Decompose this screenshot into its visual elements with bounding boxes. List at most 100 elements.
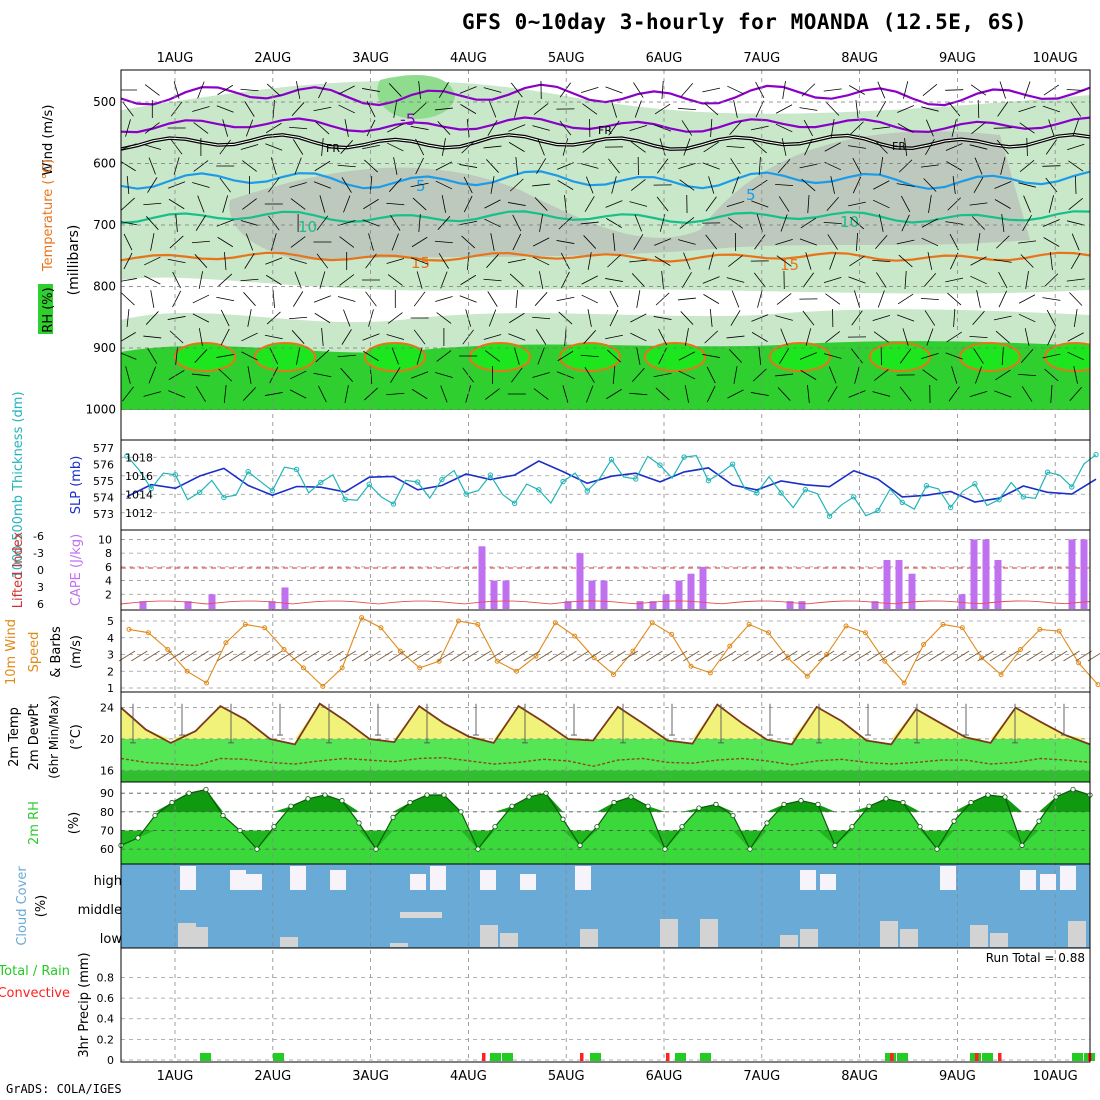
wind-barb [776,293,792,305]
wind-barb [654,124,672,132]
wind-barb-10m [682,650,700,662]
wind-barb [680,82,694,98]
wind-barb [706,366,716,384]
wind-barb [655,292,670,306]
wind-barb [998,271,1008,289]
contour-minus5 [121,116,1090,134]
wind-barb [654,238,672,246]
wind-barb [848,276,866,284]
wind-barb [705,234,718,250]
wind-speed-point [901,680,907,686]
wind-barb [636,347,641,365]
wind-barb [607,349,621,363]
cloud-sky [121,864,1090,948]
wind-barb [661,271,664,289]
wind-barb [562,138,569,156]
cloud-low [190,927,208,947]
wind-speed-line [128,616,1099,688]
thickness-point [536,487,542,493]
cape-right-label: CAPE (J/kg) [69,534,84,606]
wind-barb [681,120,693,136]
wind-barb [629,201,648,207]
wind-barb [197,195,205,213]
wind-barb-10m [903,650,921,662]
wind-barb-10m [327,650,344,662]
wind-barb [830,119,835,137]
wind-barb [702,276,720,284]
wind-barb [605,86,623,94]
upper-ylabel: (millibars) [66,225,82,296]
wind-barb [175,347,178,365]
rh-point [679,824,685,830]
wind-barb [216,105,234,113]
wind-barb-10m [548,650,565,662]
wind-barb [875,234,888,250]
wind-barb [289,182,307,188]
thickness-point [487,472,494,478]
rh-point [764,820,770,826]
wind-speed-point [145,630,151,636]
wind-barb [583,235,597,249]
wind-label3: & Barbs [49,626,64,678]
cape-bar [883,560,891,609]
wind-barb [758,347,762,365]
rh-fill-80 [121,789,1090,812]
wind-barb [994,390,1012,398]
wind-barb [168,390,186,398]
wind-barb [901,195,911,213]
cloud-high [940,866,956,890]
wind-barb [775,183,794,187]
wind-barb [872,126,891,130]
upper-ytick: 600 [93,157,116,171]
wind-barb [191,373,210,377]
temp-label3: (6hr Min/Max) [47,695,61,779]
wind-barb [1023,195,1031,213]
cloud-high [430,866,446,890]
wind-barb [344,385,349,403]
cape-bar [636,601,644,609]
wind-barb [926,328,934,346]
wind-barb [1072,119,1080,137]
date-label-top: 4AUG [450,51,487,66]
wind-ytick: 3 [107,649,114,662]
wind-barb [779,348,790,364]
wind-barb [1073,366,1078,384]
wind-barb [826,102,840,116]
wind-barb-10m [486,650,504,662]
wind-barb [242,198,257,210]
wind-barb [321,327,324,347]
wind-barb [802,272,815,288]
thickness-point [463,491,469,497]
wind-barb [340,368,354,382]
wind-barb [855,232,859,252]
wind-barb [654,103,671,115]
wind-barb [289,389,307,399]
wind-barb [612,365,616,385]
cloud-low [970,925,988,947]
rh-core-3 [469,342,531,372]
wind-barb [629,124,648,132]
wind-barb [337,164,356,168]
wind-barb [630,313,647,323]
wind-barb [758,156,761,176]
wind-barb [921,237,939,247]
wind-barb-10m [1063,650,1080,662]
thickness-point [221,494,227,501]
wind-barb [969,144,988,150]
wind-barb [1068,160,1084,172]
wind-barb [483,278,502,282]
wind-ytick: 4 [107,632,114,645]
wind-barb [508,124,526,132]
wind-barb [415,157,424,175]
wind-barb [873,180,890,190]
rh-core-7 [869,342,931,372]
wind-barb [338,104,355,114]
rh-point [645,803,651,809]
wind-barb [727,217,744,229]
cape-bar [1068,539,1076,609]
wind-barb-10m [229,650,246,662]
rh-point [934,846,940,852]
wind-barb [291,102,305,116]
precip-bar [590,1053,601,1061]
wind-barb [463,195,473,213]
